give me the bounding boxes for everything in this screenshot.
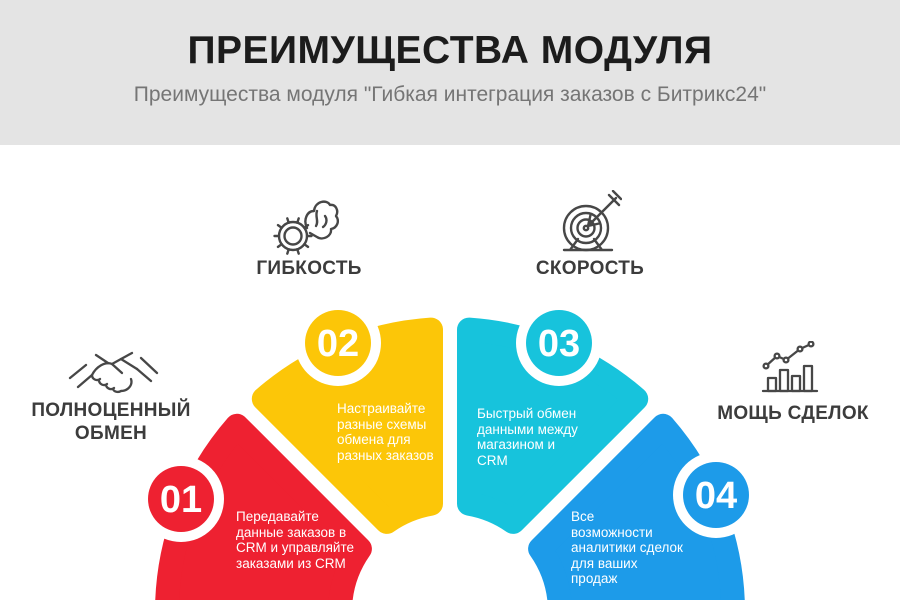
feature-label-full-exchange: ПОЛНОЦЕННЫЙ ОБМЕН — [31, 400, 191, 444]
segment-02-description: Настраивайте разные схемы обмена для раз… — [337, 401, 434, 463]
segment-03-number: 03 — [538, 323, 580, 365]
feature-label-flexibility: ГИБКОСТЬ — [256, 258, 362, 279]
feature-label-speed: СКОРОСТЬ — [535, 258, 645, 279]
page-title: ПРЕИМУЩЕСТВА МОДУЛЯ — [187, 29, 713, 72]
segment-03-badge — [526, 310, 592, 376]
segment-04-badge — [683, 462, 749, 528]
segment-01-description: Передавайте данные заказов в CRM и управ… — [236, 509, 354, 571]
brain-gear-icon — [273, 200, 339, 255]
segment-03-description: Быстрый обмен данными между магазином и … — [477, 406, 578, 468]
segment-01-petal — [155, 413, 372, 600]
segment-01-badge — [148, 466, 214, 532]
segment-04-description: Все возможности аналитики сделок для ваш… — [571, 509, 683, 586]
segment-01-number: 01 — [160, 479, 202, 521]
segment-02-number: 02 — [317, 323, 359, 365]
segment-04-number: 04 — [695, 475, 737, 517]
handshake-icon — [68, 351, 159, 394]
bar-chart-icon — [761, 341, 819, 393]
page-subtitle: Преимущества модуля "Гибкая интеграция з… — [133, 82, 767, 106]
segment-02-petal — [251, 317, 443, 534]
target-arrow-icon — [562, 190, 622, 252]
feature-label-deal-power: МОЩЬ СДЕЛОК — [717, 403, 869, 424]
segment-03-petal — [457, 317, 649, 534]
header-band: ПРЕИМУЩЕСТВА МОДУЛЯ Преимущества модуля … — [0, 0, 900, 145]
segment-02-badge — [305, 310, 371, 376]
